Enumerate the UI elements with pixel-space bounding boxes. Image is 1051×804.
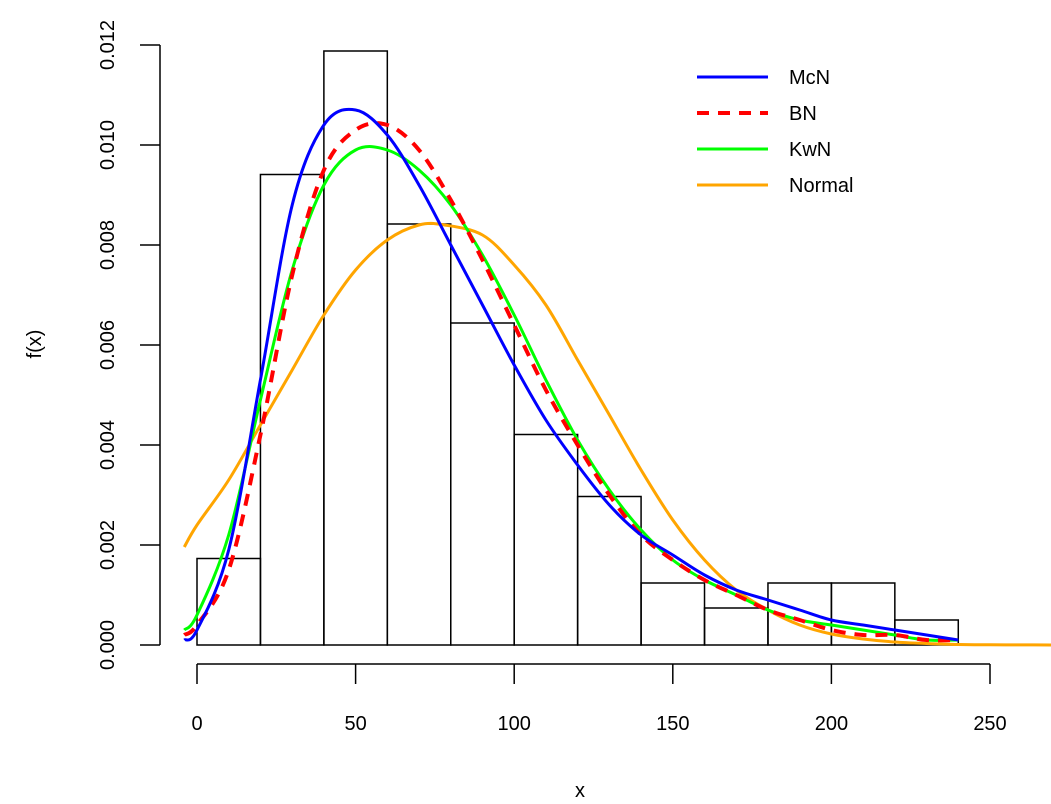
histogram-bar — [894, 619, 960, 646]
y-tick-label: 0.000 — [97, 620, 119, 670]
x-tick-label: 200 — [815, 713, 848, 735]
y-tick-label: 0.010 — [97, 120, 119, 170]
histogram-bar — [830, 582, 896, 646]
curve-normal — [182, 221, 1051, 647]
histogram-bars — [196, 50, 960, 646]
y-tick-label: 0.006 — [97, 320, 119, 370]
histogram-bar — [323, 50, 389, 646]
y-tick-label: 0.004 — [97, 420, 119, 470]
x-tick-label: 100 — [498, 713, 531, 735]
histogram-bar — [386, 223, 452, 646]
curve-bn — [183, 121, 959, 643]
legend-label: BN — [789, 103, 817, 125]
legend-item-mcn: McN — [697, 67, 830, 89]
y-axis: 0.000 0.002 0.004 0.006 0.008 0.010 0.012 — [97, 20, 161, 670]
legend-label: McN — [789, 67, 830, 89]
histogram-bar — [196, 557, 262, 646]
x-axis-title: x — [575, 780, 585, 802]
legend-item-kwn: KwN — [697, 139, 831, 161]
histogram-bar — [513, 433, 579, 646]
histogram-bar — [640, 582, 706, 646]
y-tick-label: 0.002 — [97, 520, 119, 570]
legend-label: KwN — [789, 139, 831, 161]
x-axis: 0 50 100 150 200 250 — [191, 663, 1007, 735]
y-axis-title: f(x) — [24, 330, 46, 359]
plot-area — [182, 50, 1051, 647]
density-curves — [182, 107, 1051, 647]
y-tick-label: 0.012 — [97, 20, 119, 70]
x-tick-label: 0 — [191, 713, 202, 735]
x-tick-label: 150 — [656, 713, 689, 735]
x-tick-label: 250 — [973, 713, 1006, 735]
curve-mcn — [183, 107, 959, 642]
x-tick-label: 50 — [344, 713, 366, 735]
legend-item-normal: Normal — [697, 175, 853, 197]
y-tick-label: 0.008 — [97, 220, 119, 270]
histogram-bar — [450, 322, 515, 646]
legend-item-bn: BN — [697, 103, 817, 125]
curve-kwn — [183, 145, 959, 642]
legend-label: Normal — [789, 175, 853, 197]
histogram-bar — [703, 607, 769, 646]
legend: McN BN KwN Normal — [697, 67, 853, 197]
